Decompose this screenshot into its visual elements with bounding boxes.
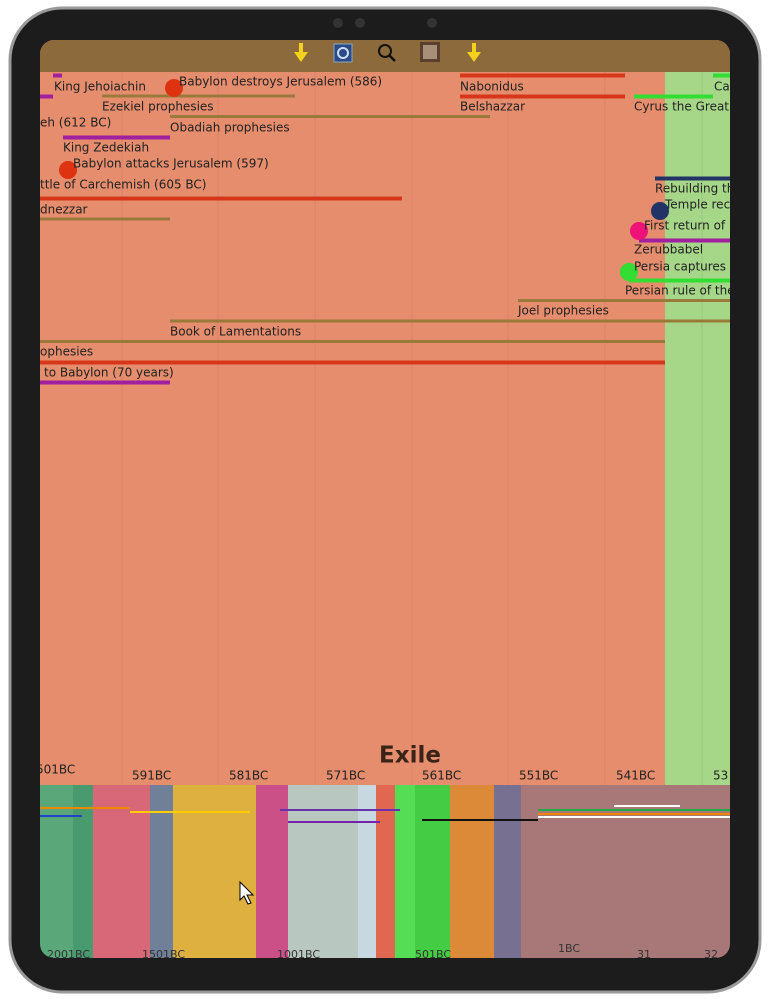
- event-label[interactable]: Cyrus the Great: [634, 100, 729, 114]
- event-label[interactable]: to Babylon (70 years): [44, 366, 174, 380]
- event-label[interactable]: Belshazzar: [460, 100, 525, 114]
- event-label[interactable]: First return of: [644, 219, 726, 233]
- overview-label: 1BC: [558, 942, 580, 955]
- time-label: 581BC: [229, 769, 268, 783]
- time-label: 571BC: [326, 769, 365, 783]
- overview-label: 2001BC: [47, 948, 90, 961]
- event-label[interactable]: eh (612 BC): [40, 116, 111, 130]
- sensor: [333, 18, 343, 28]
- time-label: 561BC: [422, 769, 461, 783]
- event-label[interactable]: Babylon destroys Jerusalem (586): [179, 75, 382, 89]
- event-label[interactable]: Book of Lamentations: [170, 325, 301, 339]
- era-title: Exile: [379, 743, 441, 769]
- era-band: [665, 72, 730, 785]
- book-button[interactable]: [420, 42, 440, 62]
- time-label: 541BC: [616, 769, 655, 783]
- event-label[interactable]: King Zedekiah: [63, 141, 149, 155]
- overview-label: 31: [637, 948, 651, 961]
- event-bars: [40, 73, 730, 385]
- grid: [121, 72, 703, 785]
- time-label: 53: [713, 769, 728, 783]
- time-label: 501BC: [36, 763, 75, 777]
- timescale: 501BC 591BC 581BC 571BC 561BC 551BC 541B…: [36, 763, 728, 783]
- overview-scale: 2001BC 1501BC 1001BC 501BC 1BC 31 32: [47, 942, 718, 961]
- overview[interactable]: [40, 785, 730, 958]
- event-label[interactable]: dnezzar: [40, 203, 88, 217]
- event-label[interactable]: Joel prophesies: [517, 304, 609, 318]
- event-label[interactable]: ophesies: [40, 345, 93, 359]
- event-label[interactable]: Babylon attacks Jerusalem (597): [73, 157, 269, 171]
- arrow-right[interactable]: [467, 43, 481, 62]
- event-label[interactable]: Nabonidus: [460, 80, 524, 94]
- timeline-bg: [40, 40, 730, 785]
- overview-label: 1501BC: [142, 948, 185, 961]
- event-label[interactable]: Zerubbabel: [634, 243, 703, 257]
- overview-label: 501BC: [415, 948, 451, 961]
- event-dots: [59, 79, 669, 281]
- event-label[interactable]: Persia captures: [634, 260, 726, 274]
- event-label[interactable]: ttle of Carchemish (605 BC): [40, 178, 207, 192]
- time-label: 591BC: [132, 769, 171, 783]
- event-labels: King Jehoiachin Babylon destroys Jerusal…: [40, 75, 735, 380]
- screen: King Jehoiachin Babylon destroys Jerusal…: [36, 40, 735, 961]
- sensor: [355, 18, 365, 28]
- event-label[interactable]: King Jehoiachin: [54, 80, 146, 94]
- event-label[interactable]: Ca: [714, 80, 730, 94]
- arrow-left[interactable]: [294, 43, 308, 62]
- cursor: [239, 880, 255, 905]
- center-button[interactable]: [333, 43, 353, 63]
- event-label[interactable]: Ezekiel prophesies: [102, 100, 214, 114]
- event-label[interactable]: Persian rule of the: [625, 284, 735, 298]
- search-button[interactable]: [378, 44, 396, 62]
- event-label[interactable]: Obadiah prophesies: [170, 121, 290, 135]
- event-label[interactable]: Temple rec: [664, 198, 730, 212]
- time-label: 551BC: [519, 769, 558, 783]
- event-label[interactable]: Rebuilding th: [655, 182, 734, 196]
- overview-label: 32: [704, 948, 718, 961]
- overview-label: 1001BC: [277, 948, 320, 961]
- camera: [427, 18, 437, 28]
